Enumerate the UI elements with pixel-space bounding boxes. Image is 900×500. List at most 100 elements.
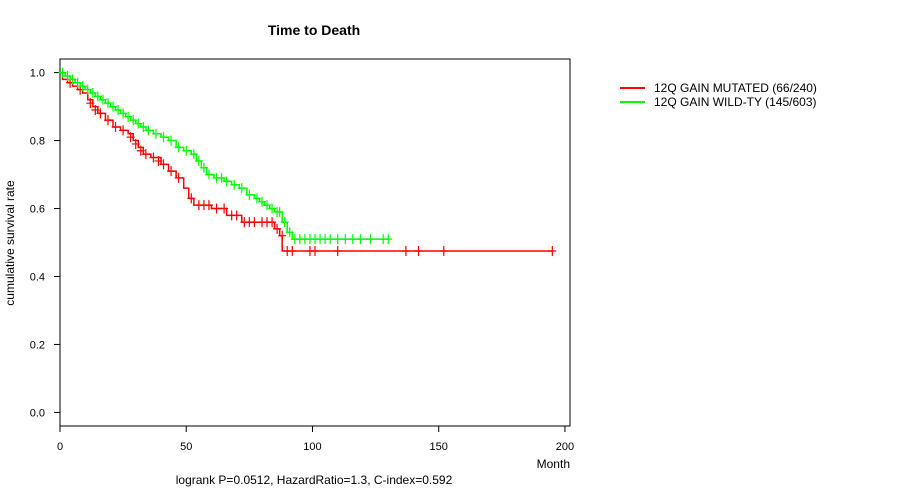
censor-mark bbox=[356, 234, 365, 245]
censor-mark bbox=[149, 152, 158, 163]
censor-mark bbox=[263, 200, 272, 211]
censor-mark bbox=[126, 132, 135, 143]
legend-label-wildtype: 12Q GAIN WILD-TY (145/603) bbox=[654, 95, 817, 109]
censor-mark bbox=[333, 234, 342, 245]
censor-mark bbox=[86, 98, 95, 109]
censor-mark bbox=[111, 121, 120, 132]
censor-mark bbox=[439, 245, 448, 256]
y-tick-label: 0.8 bbox=[30, 136, 45, 148]
censor-mark bbox=[194, 155, 203, 166]
censor-mark bbox=[167, 135, 176, 146]
x-tick-label: 200 bbox=[556, 441, 574, 453]
censor-mark bbox=[119, 108, 128, 119]
plot-frame bbox=[59, 58, 571, 427]
censor-mark bbox=[401, 245, 410, 256]
censor-mark bbox=[252, 193, 261, 204]
y-tick-label: 0.4 bbox=[30, 271, 45, 283]
censor-mark bbox=[139, 121, 148, 132]
censor-mark bbox=[333, 245, 342, 256]
censor-mark bbox=[91, 104, 100, 115]
censor-mark bbox=[222, 176, 231, 187]
censor-mark bbox=[124, 111, 133, 122]
censor-mark bbox=[187, 193, 196, 204]
censor-mark bbox=[230, 179, 239, 190]
censor-mark bbox=[109, 101, 118, 112]
x-tick-label: 50 bbox=[180, 441, 192, 453]
censor-mark bbox=[159, 159, 168, 170]
legend-label-mutated: 12Q GAIN MUTATED (66/240) bbox=[654, 81, 817, 95]
censor-mark bbox=[366, 234, 375, 245]
censor-mark bbox=[245, 189, 254, 200]
censor-mark bbox=[348, 234, 357, 245]
censor-mark bbox=[199, 162, 208, 173]
censor-mark bbox=[174, 172, 183, 183]
censor-mark bbox=[548, 245, 557, 256]
censor-mark bbox=[129, 115, 138, 126]
y-tick-label: 0.2 bbox=[30, 339, 45, 351]
censor-mark bbox=[288, 245, 297, 256]
censor-mark bbox=[88, 87, 97, 98]
censor-mark bbox=[273, 223, 282, 234]
censor-mark bbox=[280, 217, 289, 228]
censor-mark bbox=[189, 149, 198, 160]
censor-mark bbox=[134, 118, 143, 129]
censor-mark bbox=[103, 98, 112, 109]
censor-mark bbox=[285, 227, 294, 238]
censor-mark bbox=[174, 142, 183, 153]
censor-mark bbox=[268, 203, 277, 214]
censor-mark bbox=[414, 245, 423, 256]
x-tick-label: 0 bbox=[57, 441, 63, 453]
censor-mark bbox=[93, 91, 102, 102]
censor-mark bbox=[384, 234, 393, 245]
censor-mark bbox=[96, 108, 105, 119]
censor-mark bbox=[98, 94, 107, 105]
censor-mark bbox=[250, 217, 259, 228]
y-tick-label: 0.0 bbox=[30, 407, 45, 419]
x-tick-label: 150 bbox=[430, 441, 448, 453]
censor-mark bbox=[257, 196, 266, 207]
censor-mark bbox=[136, 145, 145, 156]
censor-mark bbox=[275, 206, 284, 217]
censor-mark bbox=[103, 115, 112, 126]
x-axis: 0 50 100 150 200 bbox=[57, 426, 574, 453]
censor-mark bbox=[182, 145, 191, 156]
y-tick-label: 0.6 bbox=[30, 204, 45, 216]
chart-title: Time to Death bbox=[268, 22, 360, 38]
censor-mark bbox=[141, 149, 150, 160]
censor-mark bbox=[278, 230, 287, 241]
legend: 12Q GAIN MUTATED (66/240) 12Q GAIN WILD-… bbox=[620, 81, 817, 109]
y-axis-label: cumulative survival rate bbox=[3, 180, 17, 306]
censor-mark bbox=[63, 70, 72, 81]
y-axis: 0.0 0.2 0.4 0.6 0.8 1.0 bbox=[30, 68, 60, 419]
censor-mark bbox=[58, 67, 67, 78]
censor-mark bbox=[204, 169, 213, 180]
censor-mark bbox=[78, 81, 87, 92]
censor-mark bbox=[68, 74, 77, 85]
x-tick-label: 100 bbox=[303, 441, 321, 453]
censor-mark bbox=[237, 183, 246, 194]
censor-mark bbox=[204, 200, 213, 211]
censor-mark bbox=[341, 234, 350, 245]
chart-footnote: logrank P=0.0512, HazardRatio=1.3, C-ind… bbox=[176, 473, 453, 487]
censor-mark bbox=[220, 203, 229, 214]
censor-mark bbox=[311, 245, 319, 256]
x-axis-label: Month bbox=[537, 457, 570, 471]
censor-mark bbox=[217, 172, 226, 183]
series-mutated bbox=[60, 71, 557, 256]
series-layer bbox=[58, 67, 557, 256]
censor-mark bbox=[159, 132, 168, 143]
series-wildtype bbox=[58, 67, 393, 245]
censor-mark bbox=[326, 234, 335, 245]
survival-curve bbox=[60, 71, 553, 252]
censor-mark bbox=[119, 125, 128, 136]
censor-mark bbox=[144, 125, 153, 136]
censor-mark bbox=[268, 217, 277, 228]
censor-mark bbox=[154, 155, 163, 166]
censor-mark bbox=[212, 203, 221, 214]
y-tick-label: 1.0 bbox=[30, 68, 45, 80]
censor-mark bbox=[167, 166, 176, 177]
censor-mark bbox=[114, 104, 123, 115]
censor-mark bbox=[151, 128, 160, 139]
censor-mark bbox=[73, 77, 82, 88]
